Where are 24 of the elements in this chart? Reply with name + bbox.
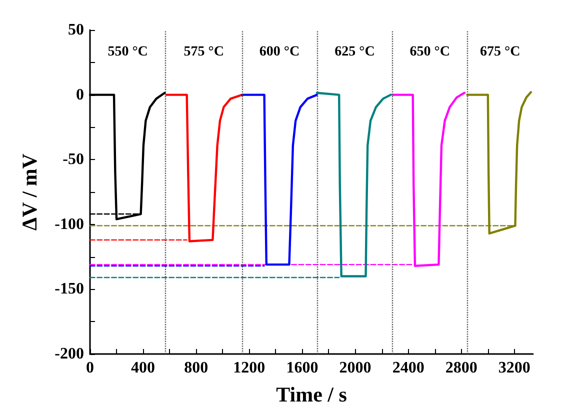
x-tick-label: 2400 [392,360,424,376]
line-series [391,92,466,267]
x-tick-label: 2800 [445,360,478,376]
annotation: 600 °C [259,44,300,60]
x-tick-label: 2000 [339,360,372,376]
x-tick-label: 400 [131,360,156,376]
x-axis-title: Time / s [276,382,347,406]
annotation: 550 °C [108,44,148,60]
y-tick-label: -50 [62,151,84,168]
x-tick-label: 1600 [286,360,318,376]
y-tick-label: 0 [76,86,84,104]
y-tick-label: -100 [54,216,84,233]
x-tick-label: 3200 [498,360,530,376]
line-series [241,94,318,266]
y-tick-label: -150 [54,280,84,298]
annotation: 675 °C [480,44,520,60]
x-tick-label: 1200 [233,360,266,376]
annotation: 650 °C [410,44,450,60]
annotation: 575 °C [184,44,224,60]
annotation: 625 °C [334,44,375,60]
x-tick-label: 800 [184,360,208,376]
y-tick-label: -200 [54,346,84,362]
y-axis-title: ΔV / mV [18,154,42,230]
y-tick-label: 50 [68,22,84,38]
